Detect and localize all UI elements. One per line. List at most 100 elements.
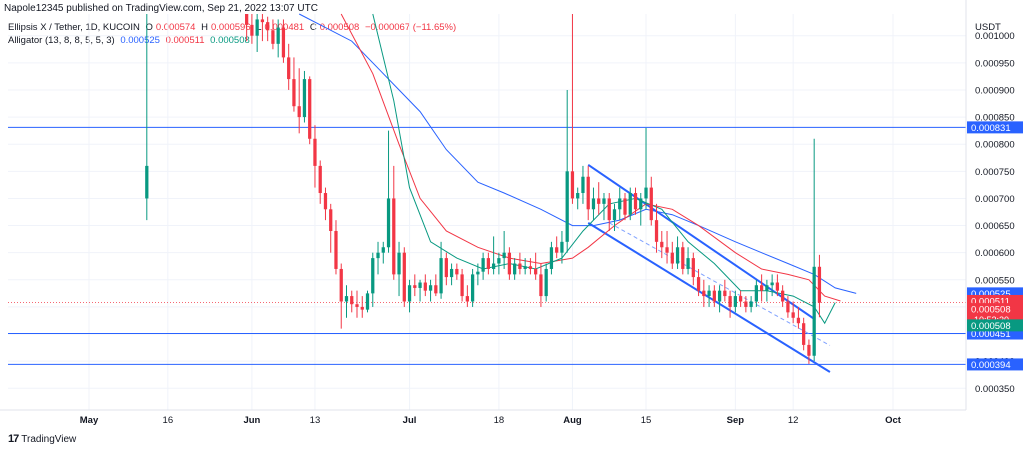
x-tick-label: Sep	[727, 415, 745, 426]
y-tick-label: 0.000650	[975, 221, 1015, 232]
tradingview-logo-icon: 17	[8, 433, 19, 445]
channel-middle-line	[608, 222, 831, 346]
y-tick-label: 0.000350	[975, 384, 1015, 395]
candle-body	[392, 198, 396, 275]
candle-body	[807, 344, 811, 356]
y-tick-label: 0.000850	[975, 113, 1015, 124]
candle-body	[350, 296, 354, 305]
grid	[8, 14, 966, 410]
price-tag-text: 0.000508	[971, 321, 1011, 332]
candle-body	[654, 220, 659, 242]
x-tick-label: 16	[163, 415, 174, 426]
x-tick-label: 13	[310, 415, 321, 426]
candle-body	[660, 241, 664, 248]
candle-body	[723, 290, 727, 297]
candle-body	[770, 282, 774, 286]
price-tag-text: 0.000525	[971, 289, 1011, 300]
candle-body	[313, 138, 317, 166]
tradingview-brand: 17 TradingView	[8, 433, 76, 445]
candle-body	[518, 263, 522, 269]
teeth-value: 0.000511	[165, 35, 205, 46]
candle-body	[476, 271, 480, 275]
close-label: C	[309, 22, 317, 33]
candle-body	[539, 274, 543, 297]
candle-body	[612, 209, 617, 221]
candle-body	[355, 304, 359, 307]
x-tick-label: 15	[641, 415, 652, 426]
alligator-label: Alligator (13, 8, 8, 5, 5, 3)	[8, 35, 115, 46]
candle-body	[491, 263, 496, 269]
candle-body	[439, 258, 443, 294]
candle-body	[513, 263, 517, 275]
candle-body	[276, 27, 280, 44]
candle-body	[586, 176, 590, 210]
candle-body	[781, 290, 785, 302]
candle-body	[481, 258, 485, 272]
candle-body	[365, 293, 370, 310]
candle-body	[260, 19, 265, 23]
candle-body	[449, 268, 454, 278]
candle-body	[796, 317, 801, 324]
candle-body	[444, 258, 448, 278]
candle-body	[292, 79, 296, 107]
candle-body	[308, 79, 312, 139]
candle-body	[581, 176, 585, 194]
candle-body	[534, 268, 538, 275]
jaw-value: 0.000525	[120, 35, 160, 46]
candle-body	[360, 306, 364, 310]
candle-body	[733, 296, 737, 307]
candle-body	[675, 247, 680, 264]
y-tick-label: 0.000700	[975, 194, 1015, 205]
candle-body	[749, 301, 753, 307]
brand-text: TradingView	[21, 433, 77, 445]
candle-body	[402, 252, 406, 302]
alligator-lines	[298, 13, 857, 325]
candle-body	[502, 252, 506, 259]
candle-body	[597, 198, 601, 204]
candle-body	[639, 198, 643, 210]
candle-body	[297, 106, 301, 118]
y-tick-label: 0.001000	[975, 31, 1015, 42]
axis-unit-label: USDT	[975, 22, 1001, 33]
candle-body	[802, 323, 806, 345]
low-value: 0.000481	[264, 22, 305, 33]
horizontal-level-tag	[967, 358, 1023, 371]
candle-body	[565, 171, 569, 242]
x-tick-label: Oct	[885, 415, 902, 426]
lips-value: 0.000508	[210, 35, 250, 46]
candle-body	[602, 198, 606, 204]
horizontal-lines	[8, 126, 966, 365]
candle-body	[754, 285, 759, 302]
candle-body	[786, 301, 790, 313]
candle-body	[287, 57, 291, 80]
x-tick-label: 18	[494, 415, 505, 426]
candle-body	[423, 282, 427, 291]
candle-body	[266, 22, 270, 31]
candle-body	[497, 258, 501, 264]
candle-body	[765, 285, 769, 291]
candle-body	[470, 274, 475, 302]
candle-body	[334, 230, 338, 269]
candle-body	[623, 198, 627, 215]
candle-body	[576, 193, 580, 199]
candle-body	[717, 290, 722, 302]
candle-body	[549, 247, 554, 269]
open-value: 0.000574	[155, 22, 196, 33]
price-tag	[967, 319, 1023, 332]
candle-body	[397, 252, 401, 275]
candle-body	[460, 274, 464, 297]
price-labels: 0.000831 0.000451 0.000394 0.0005250.000511…	[967, 121, 1023, 371]
low-label: L	[256, 22, 262, 33]
candle-body	[281, 27, 286, 58]
time-axis: May 16 Jun 13 Jul 18 Aug 15 Sep 12 Oct	[0, 409, 966, 426]
candle-body	[560, 241, 564, 253]
candle-body	[323, 193, 328, 210]
symbol-legend: Ellipsis X / Tether, 1D, KUCOIN O 0.00057…	[8, 22, 459, 33]
candle-body	[649, 187, 653, 221]
candle-body	[523, 266, 527, 269]
alligator-legend: Alligator (13, 8, 8, 5, 5, 3) 0.000525 0…	[8, 35, 253, 46]
candle-body	[371, 258, 375, 294]
candle-body	[791, 312, 795, 318]
symbol-name: Ellipsis X / Tether, 1D, KUCOIN	[8, 22, 140, 33]
